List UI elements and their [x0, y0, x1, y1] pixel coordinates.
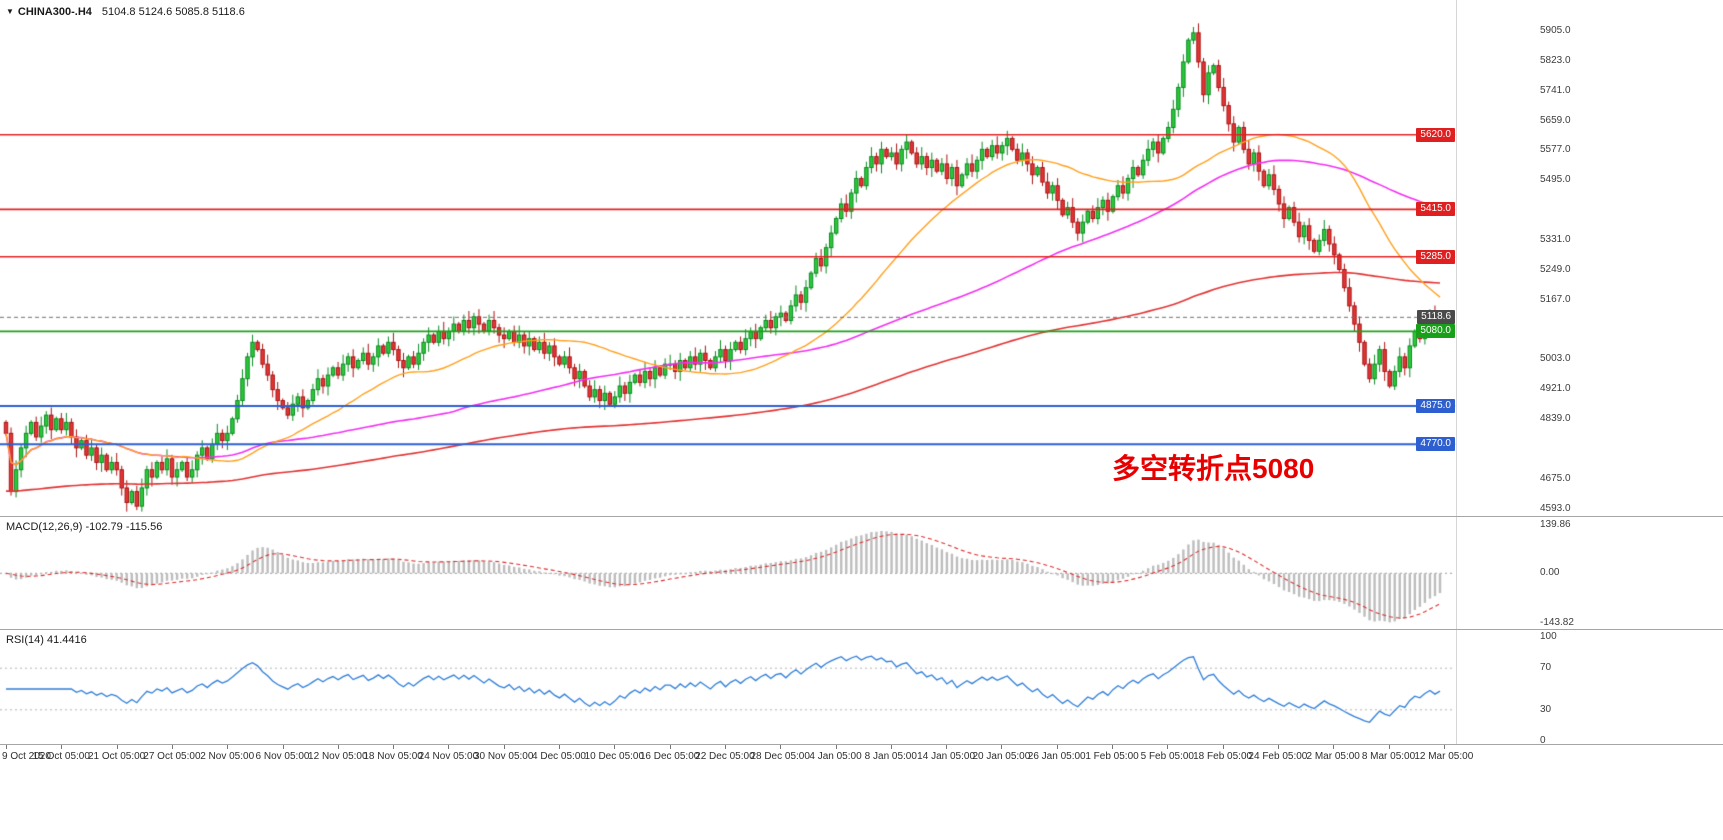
date-label: 26 Jan 05:00: [1027, 751, 1086, 762]
date-label: 27 Oct 05:00: [143, 751, 201, 762]
date-label: 24 Nov 05:00: [418, 751, 479, 762]
macd-indicator-label: MACD(12,26,9) -102.79 -115.56: [6, 521, 163, 533]
price-tick-label: 5659.0: [1540, 114, 1571, 126]
date-label: 21 Oct 05:00: [87, 751, 146, 762]
symbol-label: CHINA300-.H4: [17, 6, 92, 18]
rsi-pane-canvas[interactable]: [0, 630, 1723, 744]
date-tick: [946, 745, 948, 749]
date-label: 8 Mar 05:00: [1361, 751, 1416, 762]
date-tick: [337, 745, 339, 749]
date-tick: [724, 745, 726, 749]
date-tick: [116, 745, 118, 749]
price-chart-canvas[interactable]: [0, 0, 1723, 516]
date-label: 4 Jan 05:00: [809, 751, 862, 762]
date-tick: [1333, 745, 1335, 749]
date-tick: [1112, 745, 1113, 749]
date-tick: [669, 745, 671, 749]
date-tick: [503, 745, 505, 749]
date-label: 5 Feb 05:00: [1140, 751, 1194, 762]
price-tick-label: 5331.0: [1540, 233, 1571, 245]
price-tick-label: 5167.0: [1540, 293, 1571, 305]
date-label: 4 Dec 05:00: [532, 751, 586, 762]
date-tick: [1222, 745, 1224, 749]
macd-tick-label: 0.00: [1540, 567, 1560, 579]
date-label: 24 Feb 05:00: [1248, 751, 1308, 762]
price-tick-label: 5741.0: [1540, 84, 1571, 96]
price-tick-label: 5905.0: [1540, 25, 1571, 36]
price-tag: 5620.0: [1416, 127, 1455, 142]
price-tag: 4875.0: [1416, 399, 1455, 414]
rsi-tick-label: 30: [1540, 703, 1552, 715]
date-label: 18 Nov 05:00: [363, 751, 423, 762]
price-tick-label: 5577.0: [1540, 144, 1571, 156]
date-tick: [6, 745, 7, 749]
date-label: 2 Nov 05:00: [200, 751, 255, 762]
date-label: 8 Jan 05:00: [864, 751, 917, 762]
date-label: 16 Dec 05:00: [639, 751, 700, 762]
ohlc-values: 5104.8 5124.6 5085.8 5118.6: [101, 6, 245, 18]
price-tick-label: 5495.0: [1540, 174, 1571, 186]
chart-header: ▼ CHINA300-.H4 5104.8 5124.6 5085.8 5118.6: [6, 6, 245, 18]
price-tick-label: 4593.0: [1540, 502, 1571, 514]
macd-pane-canvas[interactable]: [0, 517, 1723, 629]
date-tick: [448, 745, 450, 749]
rsi-indicator-label: RSI(14) 41.4416: [6, 634, 87, 646]
price-annotation: 多空转折点5080: [1112, 453, 1315, 484]
date-label: 28 Dec 05:00: [750, 751, 810, 762]
date-label: 9 Oct 2020: [2, 751, 51, 762]
price-tick-label: 5249.0: [1540, 263, 1571, 275]
date-tick: [227, 745, 229, 749]
date-tick: [393, 745, 395, 749]
date-label: 30 Nov 05:00: [473, 751, 534, 762]
price-tick-label: 5003.0: [1540, 353, 1571, 365]
rsi-tick-label: 70: [1540, 662, 1552, 674]
price-tick-label: 4921.0: [1540, 383, 1571, 395]
date-tick: [780, 745, 782, 749]
date-label: 20 Jan 05:00: [972, 751, 1031, 762]
date-tick: [171, 745, 173, 749]
price-tag: 4770.0: [1416, 437, 1455, 452]
date-tick: [1001, 745, 1003, 749]
price-tag: 5118.6: [1417, 310, 1455, 325]
date-tick: [890, 745, 892, 749]
date-tick: [1388, 745, 1390, 749]
date-tick: [282, 745, 284, 749]
date-label: 10 Dec 05:00: [584, 751, 645, 762]
price-tick-label: 4839.0: [1540, 413, 1571, 425]
price-tag: 5080.0: [1416, 324, 1455, 339]
date-label: 15 Oct 05:00: [32, 751, 90, 762]
macd-tick-label: 139.86: [1540, 518, 1571, 530]
pane-separator[interactable]: [0, 629, 1723, 630]
date-tick: [614, 745, 616, 749]
rsi-tick-label: 0: [1540, 735, 1546, 746]
date-tick: [61, 745, 63, 749]
macd-tick-label: -143.82: [1540, 616, 1574, 628]
date-label: 22 Dec 05:00: [695, 751, 755, 762]
date-tick: [1277, 745, 1279, 749]
price-tick-label: 4675.0: [1540, 472, 1571, 484]
date-tick: [1056, 745, 1058, 749]
time-axis-line: [0, 744, 1723, 745]
date-label: 18 Feb 05:00: [1193, 751, 1253, 762]
rsi-tick-label: 100: [1540, 631, 1557, 642]
date-label: 6 Nov 05:00: [255, 751, 310, 762]
price-tag: 5415.0: [1416, 202, 1455, 217]
date-label: 1 Feb 05:00: [1085, 751, 1139, 762]
date-label: 12 Mar 05:00: [1414, 751, 1474, 762]
date-tick: [835, 745, 837, 749]
price-tag: 5285.0: [1416, 249, 1455, 264]
date-tick: [1443, 745, 1445, 749]
date-label: 2 Mar 05:00: [1306, 751, 1360, 762]
pane-separator[interactable]: [0, 516, 1723, 517]
date-label: 14 Jan 05:00: [917, 751, 976, 762]
plot-right-border: [1456, 0, 1457, 745]
date-tick: [1167, 745, 1169, 749]
date-label: 12 Nov 05:00: [308, 751, 368, 762]
symbol-dropdown-icon[interactable]: ▼: [6, 7, 14, 16]
date-tick: [559, 745, 560, 749]
price-tick-label: 5823.0: [1540, 54, 1571, 66]
